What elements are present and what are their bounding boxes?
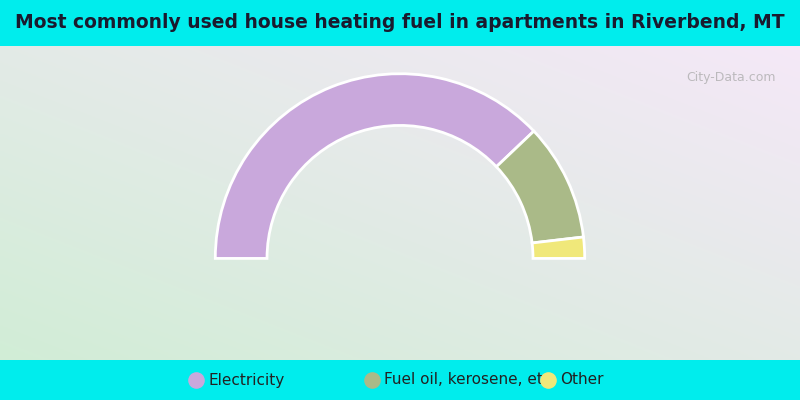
Wedge shape: [215, 74, 534, 258]
Wedge shape: [532, 237, 585, 258]
Text: Other: Other: [560, 372, 603, 388]
Text: Fuel oil, kerosene, etc.: Fuel oil, kerosene, etc.: [384, 372, 556, 388]
Text: Most commonly used house heating fuel in apartments in Riverbend, MT: Most commonly used house heating fuel in…: [15, 14, 785, 32]
Text: Electricity: Electricity: [208, 372, 284, 388]
Text: City-Data.com: City-Data.com: [686, 71, 776, 84]
Wedge shape: [496, 131, 583, 243]
